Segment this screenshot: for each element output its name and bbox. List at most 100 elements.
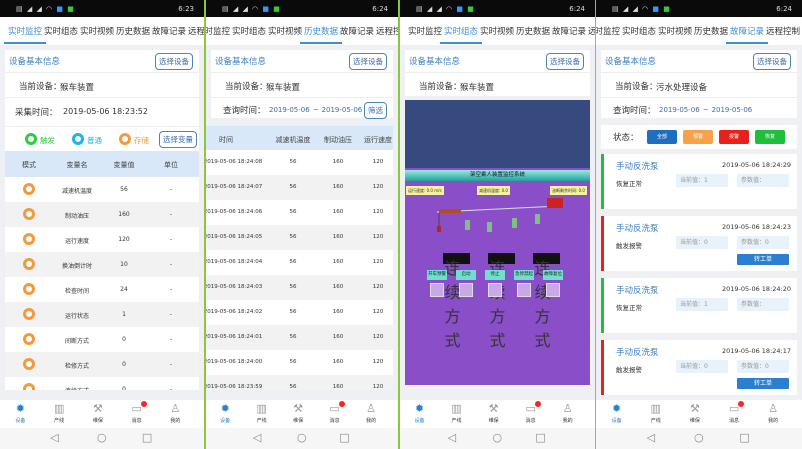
control-button-2[interactable]: 停止 — [485, 270, 505, 280]
nav-item-3[interactable]: ▭ 消息 — [320, 401, 350, 424]
control-button-0[interactable]: 开车预警 — [427, 270, 447, 280]
nav-item-0[interactable]: ✹ 设备 — [602, 403, 632, 424]
table-row[interactable]: 2019-05-06 18:24:06 56 160 120 — [206, 200, 393, 225]
nav-item-4[interactable]: ♙ 我的 — [160, 403, 190, 424]
nav-item-1[interactable]: ▥ 产线 — [442, 403, 472, 424]
select-device-button[interactable]: 选择设备 — [546, 53, 584, 70]
table-row[interactable]: 2019-05-06 18:24:03 56 160 120 — [206, 275, 393, 300]
tab-0[interactable]: 实时监控 — [596, 27, 621, 37]
home-icon[interactable]: ○ — [297, 431, 307, 444]
nav-item-0[interactable]: ✹ 设备 — [5, 403, 35, 424]
table-row[interactable]: 2019-05-06 18:24:07 56 160 120 — [206, 175, 393, 200]
tab-5[interactable]: 远程控制 — [188, 27, 204, 37]
mode-indicator-1[interactable]: 连续方式 — [488, 253, 515, 350]
tab-4[interactable]: 故障记录 — [552, 27, 587, 37]
nav-item-4[interactable]: ♙ 我的 — [356, 403, 386, 424]
nav-item-4[interactable]: ♙ 我的 — [553, 403, 583, 424]
table-row[interactable]: 2019-05-06 18:24:00 56 160 120 — [206, 350, 393, 375]
tab-4[interactable]: 故障记录 — [340, 27, 375, 37]
home-icon[interactable]: ○ — [694, 431, 704, 444]
recents-icon[interactable]: □ — [739, 431, 750, 444]
nav-item-2[interactable]: ⚒ 维保 — [283, 403, 313, 424]
tab-1[interactable]: 实时组态 — [44, 27, 79, 37]
table-row[interactable]: 2019-05-06 18:24:05 56 160 120 — [206, 225, 393, 250]
filter-button[interactable]: 筛选 — [364, 102, 387, 119]
table-row[interactable]: 2019-05-06 18:24:01 56 160 120 — [206, 325, 393, 350]
filter-0[interactable]: 全部 — [647, 130, 677, 144]
nav-item-2[interactable]: ⚒ 维保 — [479, 403, 509, 424]
table-row[interactable]: 2019-05-06 18:24:02 56 160 120 — [206, 300, 393, 325]
table-row[interactable]: 减速机温度 56 - — [5, 177, 199, 202]
mode-indicator-0[interactable]: 连续方式 — [443, 253, 470, 350]
nav-item-3[interactable]: ▭ 消息 — [516, 401, 546, 424]
table-row[interactable]: 制动油压 160 - — [5, 202, 199, 227]
transfer-work-order-button[interactable]: 转工单 — [737, 378, 789, 389]
filter-3[interactable]: 恢复 — [755, 130, 785, 144]
recents-icon[interactable]: □ — [141, 431, 153, 444]
recents-icon[interactable]: □ — [339, 431, 350, 444]
control-button-3[interactable]: 急停禁起 — [514, 270, 534, 280]
nav-item-1[interactable]: ▥ 产线 — [641, 403, 671, 424]
tab-0[interactable]: 实时监控 — [3, 27, 47, 44]
nav-item-1[interactable]: ▥ 产线 — [44, 403, 74, 424]
nav-item-0[interactable]: ✹ 设备 — [210, 403, 240, 424]
select-device-button[interactable]: 选择设备 — [349, 53, 387, 70]
tab-1[interactable]: 实时组态 — [622, 27, 657, 37]
tab-2[interactable]: 实时视频 — [80, 27, 115, 37]
table-row[interactable]: 运行状态 1 - — [5, 302, 199, 327]
nav-item-0[interactable]: ✹ 设备 — [405, 403, 435, 424]
recents-icon[interactable]: □ — [535, 431, 546, 444]
filter-2[interactable]: 报警 — [719, 130, 749, 144]
tab-1[interactable]: 实时组态 — [232, 27, 267, 37]
filter-1[interactable]: 预警 — [683, 130, 713, 144]
fault-record[interactable]: 手动反洗泵 2019-05-06 18:24:23 触发报警 当前值：0 参数值：0 转工… — [601, 216, 797, 271]
tab-3[interactable]: 历史数据 — [694, 27, 729, 37]
table-row[interactable]: 检修方式 0 - — [5, 352, 199, 377]
tab-4[interactable]: 故障记录 — [725, 27, 769, 44]
select-variable-button[interactable]: 选择变量 — [159, 131, 197, 148]
home-icon[interactable]: ○ — [97, 431, 107, 444]
table-row[interactable]: 2019-05-06 18:23:59 56 160 120 — [206, 375, 393, 390]
tab-3[interactable]: 历史数据 — [299, 27, 343, 44]
table-row[interactable]: 检查时间 24 - — [5, 277, 199, 302]
home-icon[interactable]: ○ — [492, 431, 503, 444]
date-range[interactable]: 2019-05-06 ~2019-05-06 — [659, 106, 755, 114]
nav-item-1[interactable]: ▥ 产线 — [247, 403, 277, 424]
table-row[interactable]: 换油倒计时 10 - — [5, 252, 199, 277]
table-row[interactable]: 2019-05-06 18:24:04 56 160 120 — [206, 250, 393, 275]
nav-item-3[interactable]: ▭ 消息 — [122, 401, 152, 424]
back-icon[interactable]: ◁ — [50, 431, 59, 444]
table-row[interactable]: 运行速度 120 - — [5, 227, 199, 252]
mode-indicator-2[interactable]: 连续方式 — [533, 253, 560, 350]
transfer-work-order-button[interactable]: 转工单 — [737, 254, 789, 265]
tab-5[interactable]: 远程控制 — [376, 27, 398, 37]
tab-5[interactable]: 远程控制 — [766, 27, 801, 37]
tab-0[interactable]: 实时监控 — [206, 27, 231, 37]
control-button-4[interactable]: 故障复位 — [543, 270, 563, 280]
tab-3[interactable]: 历史数据 — [116, 27, 151, 37]
fault-record[interactable]: 手动反洗泵 2019-05-06 18:24:17 触发报警 当前值：0 参数值：0 转工… — [601, 340, 797, 395]
select-device-button[interactable]: 选择设备 — [155, 53, 193, 70]
table-row[interactable]: 连续方式 0 - — [5, 377, 199, 390]
tab-5[interactable]: 远程控制 — [588, 27, 595, 37]
control-button-1[interactable]: 启动 — [456, 270, 476, 280]
back-icon[interactable]: ◁ — [447, 431, 457, 444]
tab-0[interactable]: 实时监控 — [408, 27, 443, 37]
back-icon[interactable]: ◁ — [646, 431, 656, 444]
nav-item-2[interactable]: ⚒ 维保 — [680, 403, 710, 424]
tab-1[interactable]: 实时组态 — [439, 27, 483, 44]
table-row[interactable]: 间断方式 0 - — [5, 327, 199, 352]
nav-item-4[interactable]: ♙ 我的 — [758, 403, 788, 424]
date-range[interactable]: 2019-05-06 ~2019-05-06 — [269, 106, 365, 114]
table-row[interactable]: 2019-05-06 18:24:08 56 160 120 — [206, 150, 393, 175]
select-device-button[interactable]: 选择设备 — [753, 53, 791, 70]
back-icon[interactable]: ◁ — [252, 431, 262, 444]
tab-4[interactable]: 故障记录 — [152, 27, 187, 37]
tab-3[interactable]: 历史数据 — [516, 27, 551, 37]
tab-2[interactable]: 实时视频 — [658, 27, 693, 37]
fault-record[interactable]: 手动反洗泵 2019-05-06 18:24:29 恢复正常 当前值：1 参数值： — [601, 154, 797, 209]
tab-2[interactable]: 实时视频 — [480, 27, 515, 37]
tab-2[interactable]: 实时视频 — [268, 27, 303, 37]
nav-item-2[interactable]: ⚒ 维保 — [83, 403, 113, 424]
fault-record[interactable]: 手动反洗泵 2019-05-06 18:24:20 恢复正常 当前值：1 参数值： — [601, 278, 797, 333]
